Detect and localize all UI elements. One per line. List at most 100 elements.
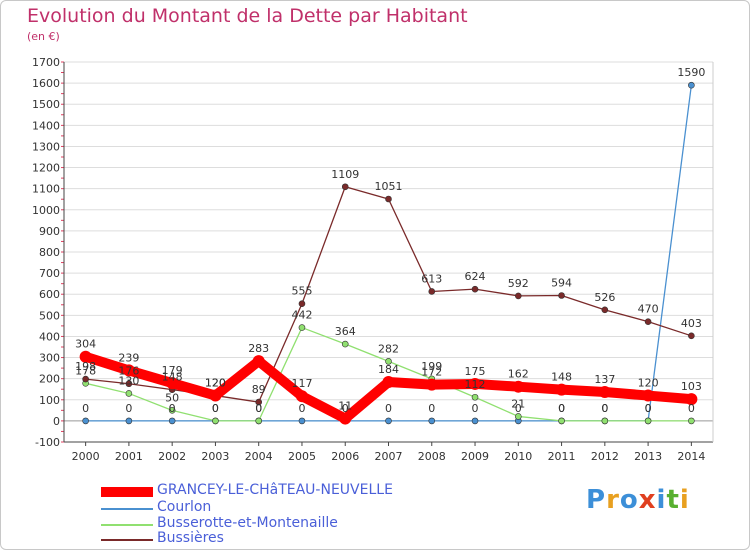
data-label: 21 [511,397,525,410]
legend-swatch-busserotte [101,524,153,526]
data-point [168,417,176,425]
data-label: 199 [421,360,442,373]
legend-swatch-grancey [101,487,153,497]
data-point [168,407,176,414]
data-label: 1109 [331,168,359,181]
data-label: 0 [342,402,349,415]
data-label: 120 [205,377,226,390]
data-label: 0 [428,402,435,415]
data-label: 0 [255,402,262,415]
data-label: 0 [472,402,479,415]
legend-swatch-bussieres [101,539,153,541]
brand-letter: t [666,485,680,515]
data-label: 148 [551,371,572,384]
legend-label: Busserotte-et-Montenaille [157,515,338,531]
data-label: 162 [508,368,529,381]
data-point [341,183,349,191]
data-label: 0 [645,402,652,415]
data-label: 0 [212,402,219,415]
data-point [425,378,438,391]
x-tick-label: 2003 [201,450,229,463]
data-label: 198 [75,360,96,373]
data-label: 282 [378,342,399,355]
brand-letter: o [619,485,639,515]
data-label: 112 [465,378,486,391]
data-label: 555 [291,285,312,298]
data-point [385,417,392,425]
data-label: 50 [165,391,179,404]
data-label: 178 [75,364,96,377]
data-label: 0 [255,402,262,415]
y-tick-label: 800 [39,246,60,259]
data-point [166,377,179,390]
data-point [644,318,652,325]
brand-letter: r [606,485,620,515]
brand-letter: i [679,485,690,515]
data-point [644,417,652,425]
x-tick-label: 2011 [548,450,576,463]
data-label: 0 [645,402,652,415]
data-label: 0 [515,402,522,415]
data-point [642,389,655,402]
data-point [209,389,222,402]
data-label: 89 [252,383,266,396]
y-tick-label: 1200 [32,162,60,175]
data-label: 304 [75,338,96,351]
data-label: 172 [421,366,442,379]
data-point [688,417,695,425]
y-tick-label: 1400 [32,119,60,132]
legend-label: Bussières [157,530,224,546]
data-label: 103 [681,380,702,393]
y-tick-label: 300 [39,352,60,365]
data-point [514,292,522,300]
data-point [558,292,565,299]
data-point [82,417,89,425]
data-point [298,324,306,331]
y-tick-label: 1700 [32,56,60,69]
y-tick-label: 600 [39,288,60,301]
x-tick-label: 2013 [634,450,662,463]
data-point [471,285,479,293]
data-point [125,417,133,425]
data-label: 0 [125,402,132,415]
data-label: 0 [688,402,695,415]
data-point [601,417,609,425]
data-label: 283 [248,342,269,355]
data-label: 0 [601,402,608,415]
data-point [471,417,479,425]
y-tick-label: 200 [39,373,60,386]
data-label: 1051 [375,180,403,193]
data-point [125,390,133,397]
data-label: 526 [594,291,615,304]
data-label: 0 [558,402,565,415]
x-tick-label: 2008 [418,450,446,463]
data-label: 137 [594,373,615,386]
y-tick-label: 1100 [32,183,60,196]
data-point [555,383,568,396]
data-label: 176 [118,365,139,378]
data-point [339,412,352,425]
y-tick-label: 100 [39,394,60,407]
x-tick-label: 2012 [591,450,619,463]
y-tick-label: 1300 [32,140,60,153]
data-label: 184 [378,363,399,376]
data-label: 130 [118,374,139,387]
data-label: 179 [162,364,183,377]
x-tick-label: 2010 [504,450,532,463]
data-point [255,417,263,425]
data-label: 1590 [677,66,705,79]
data-label: 592 [508,277,529,290]
y-tick-label: 700 [39,267,60,280]
legend-label: GRANCEY-LE-CHâTEAU-NEUVELLE [157,482,393,498]
data-label: 148 [162,371,183,384]
x-tick-label: 2009 [461,450,489,463]
x-tick-label: 2006 [331,450,359,463]
data-label: 0 [82,402,89,415]
data-point [122,364,135,377]
data-label: 11 [338,400,352,413]
data-point [298,417,306,425]
data-point [125,380,133,388]
